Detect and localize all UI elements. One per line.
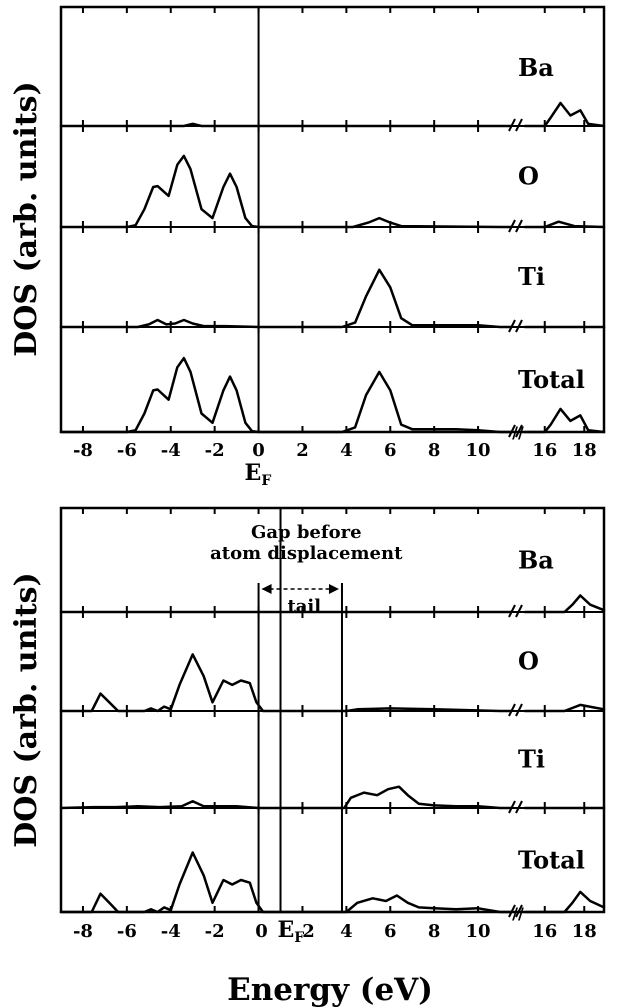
x-tick-label: -4 (161, 440, 181, 461)
x-tick-label: 8 (428, 440, 441, 461)
panel-ti: Ti (59, 227, 606, 333)
x-tick-label: -4 (161, 921, 181, 942)
element-label: Ba (518, 53, 554, 82)
x-tick-label: -6 (117, 440, 137, 461)
dos-curve-total-high (523, 890, 606, 914)
axis-break-mark (508, 424, 516, 438)
x-tick-label: -8 (73, 921, 93, 942)
dos-curve-ba-high (523, 101, 606, 128)
axis-break-mark (515, 800, 523, 814)
axis-break-mark (508, 904, 516, 918)
x-tick-label: 10 (466, 921, 491, 942)
fermi-label-main: E (245, 460, 262, 486)
panel-o: O (59, 126, 606, 233)
axis-break-label: // (512, 423, 524, 442)
axis-break-mark (515, 703, 523, 717)
x-tick-label: 10 (466, 440, 491, 461)
panel-total: Total (59, 808, 606, 918)
x-tick-label: 18 (572, 921, 597, 942)
x-tick-label: 0 (255, 921, 268, 942)
x-tick-label: 6 (384, 440, 397, 461)
axis-break-mark (515, 118, 523, 132)
dos-curve-ti-low (59, 785, 513, 810)
gap-annotation-line2: atom displacement (210, 543, 403, 564)
element-label: Ti (518, 262, 545, 291)
axis-break-mark (515, 904, 523, 918)
fermi-label-sub: F (261, 473, 271, 489)
element-label: Total (518, 845, 585, 874)
axis-break-mark (508, 703, 516, 717)
axis-break-mark (515, 319, 523, 333)
panel-ba: Ba (59, 7, 606, 132)
y-axis-label: DOS (arb. units) (9, 572, 44, 848)
gap-annotation-line1: Gap before (251, 522, 362, 543)
x-tick-label: 18 (572, 440, 597, 461)
x-tick-label: 8 (428, 921, 441, 942)
fermi-label: EF (278, 917, 305, 946)
element-label: Ti (518, 744, 545, 773)
axis-break-mark (508, 219, 516, 233)
dos-curve-total-low (59, 356, 513, 434)
x-tick-label: 0 (252, 440, 265, 461)
x-tick-label: 4 (340, 921, 353, 942)
x-tick-label: 16 (532, 921, 557, 942)
x-tick-label: -2 (205, 921, 225, 942)
chart-1: Ba O Ti Total -8 -6 -4 -2 0 2 4 6 8 10 16 18 // EF DOS (ar… (9, 5, 606, 489)
element-label: O (518, 646, 539, 675)
fermi-label: EF (245, 460, 272, 489)
x-tick-label: -6 (117, 921, 137, 942)
dos-curve-o-low (59, 653, 513, 713)
dos-curve-o-high (523, 703, 606, 713)
dos-curve-total-low (59, 851, 513, 914)
axis-break-mark (515, 604, 523, 618)
dos-curve-total-high (523, 407, 606, 434)
x-tick-label: 16 (532, 440, 557, 461)
element-label: Ba (518, 545, 554, 574)
x-tick-label: 2 (302, 921, 315, 942)
tail-annotation: tail (287, 596, 321, 617)
axis-break-mark (515, 424, 523, 438)
x-tick-label: 4 (340, 440, 353, 461)
fermi-label-main: E (278, 917, 295, 943)
x-axis-label: Energy (eV) (227, 972, 433, 1008)
panel-total: Total (59, 327, 606, 438)
axis-break-mark (515, 219, 523, 233)
dos-curve-ba-high (523, 594, 606, 614)
x-tick-label: 6 (384, 921, 397, 942)
dos-curve-ba-low (59, 122, 513, 128)
dos-curve-o-low (59, 154, 513, 229)
x-tick-label: 2 (296, 440, 309, 461)
fermi-label-sub: F (294, 930, 304, 946)
y-axis-label: DOS (arb. units) (9, 81, 44, 357)
dos-curve-o-high (523, 220, 606, 229)
x-tick-label: -2 (205, 440, 225, 461)
axis-break-mark (508, 604, 516, 618)
axis-break-mark (508, 319, 516, 333)
element-label: O (518, 162, 539, 191)
axis-break-label: // (512, 904, 524, 923)
gap-arrow-head (261, 584, 272, 594)
gap-arrow-head (328, 584, 339, 594)
axis-break-mark (508, 118, 516, 132)
panel-o: O (59, 612, 606, 717)
element-label: Total (518, 365, 585, 394)
axis-break-mark (508, 800, 516, 814)
panel-ti: Ti (59, 711, 606, 814)
x-tick-label: -8 (73, 440, 93, 461)
dos-curve-ti-low (59, 268, 513, 329)
